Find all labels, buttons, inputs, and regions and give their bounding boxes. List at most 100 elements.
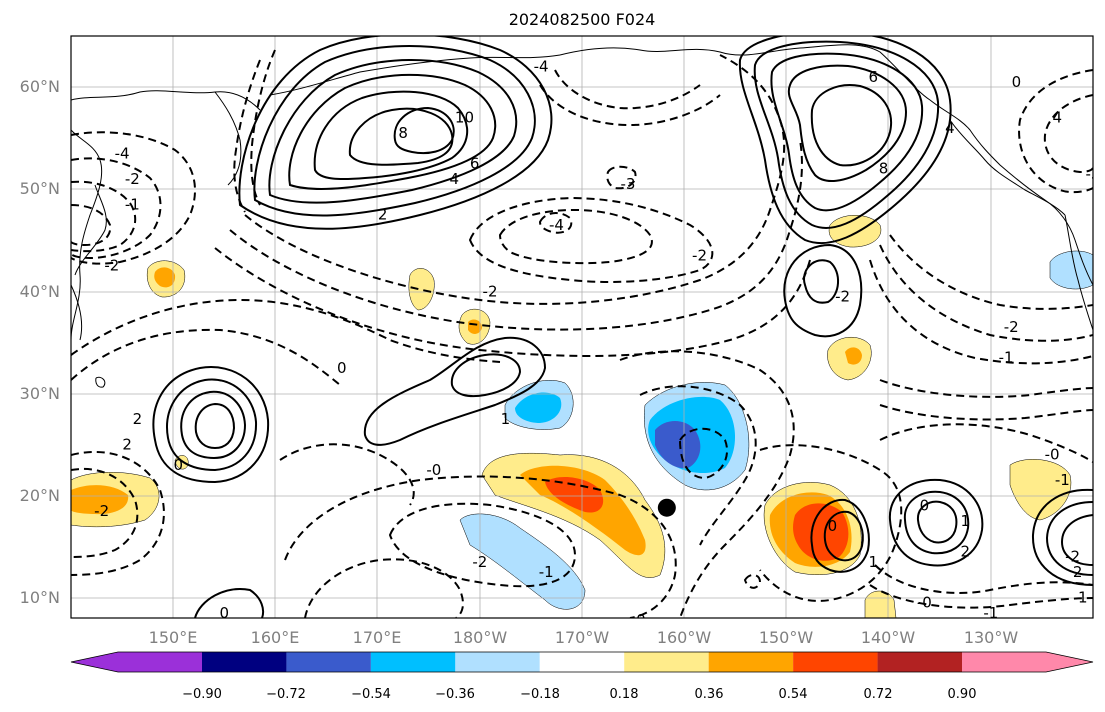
contour-neg-ne-2 xyxy=(869,259,1093,365)
contour-label: 0 xyxy=(174,456,184,474)
contour-neg-ne-3 xyxy=(889,234,1093,310)
contour-label: 2 xyxy=(133,410,143,428)
lat-tick-label: 50°N xyxy=(20,179,60,198)
contour-west-3 xyxy=(180,390,247,460)
contour-label: -2 xyxy=(835,287,850,305)
contour-label: -1 xyxy=(999,349,1014,367)
contour-label: 10 xyxy=(455,109,474,127)
contour-label: 8 xyxy=(398,124,408,142)
contour-label: 1 xyxy=(868,553,878,571)
contour-nw-high-7 xyxy=(393,106,455,155)
contour-label: -2 xyxy=(125,170,140,188)
contour-label: 6 xyxy=(470,155,480,173)
colorbar-tick-label: −0.54 xyxy=(351,687,391,702)
contour-label: -2 xyxy=(692,247,707,265)
colorbar-outline xyxy=(70,651,1094,673)
contour-neg-ne-4 xyxy=(1018,69,1093,194)
lat-tick-label: 20°N xyxy=(20,486,60,505)
lat-tick-label: 40°N xyxy=(20,282,60,301)
contour-neg-band-2 xyxy=(229,139,803,331)
contours-negative xyxy=(71,49,1093,618)
colorbar-bin xyxy=(962,652,1093,672)
lon-tick-label: 140°W xyxy=(861,628,916,647)
contour-neg-central-1 xyxy=(619,350,795,618)
lat-tick-label: 60°N xyxy=(20,77,60,96)
shade-positive-west-edge-mid xyxy=(71,485,129,515)
colorbar-bin xyxy=(539,652,625,672)
contour-neg-band-5 xyxy=(71,328,341,386)
colorbar-bin xyxy=(370,652,456,672)
contour-label: -1 xyxy=(125,195,140,213)
contour-label: 2 xyxy=(1073,563,1083,581)
colorbar-bin xyxy=(286,652,371,672)
contour-ne-high-2 xyxy=(753,40,940,229)
shade-negative-central-core xyxy=(655,421,701,469)
shade-negative-south xyxy=(459,513,586,610)
contour-far-east-1 xyxy=(888,478,984,567)
contour-label: 1 xyxy=(501,410,511,428)
contour-label: -2 xyxy=(1004,318,1019,336)
contour-label: -2 xyxy=(472,553,487,571)
contour-se-1 xyxy=(1031,488,1093,586)
contour-label: 1 xyxy=(1078,589,1088,607)
contour-neg-band-1 xyxy=(244,54,786,305)
contour-neg-se-4 xyxy=(869,584,1093,609)
contour-label: -3 xyxy=(621,175,636,193)
colorbar-bin xyxy=(793,652,878,672)
contour-label: -4 xyxy=(115,144,130,162)
shade-negative-midwest-mid xyxy=(515,392,562,423)
contour-label: 2 xyxy=(960,543,970,561)
contour-ne-high-5 xyxy=(810,84,893,167)
contour-label: 0 xyxy=(337,359,347,377)
shade-positive-mid xyxy=(408,268,435,311)
contour-neg-nw-3 xyxy=(71,180,137,253)
contour-label: 1 xyxy=(960,512,970,530)
contour-neg-ne-1 xyxy=(879,244,1093,342)
lon-tick-label: 170°E xyxy=(353,628,402,647)
contour-south-zero xyxy=(194,588,265,618)
shade-positive-nw-core xyxy=(154,267,176,288)
colorbar xyxy=(70,651,1094,673)
contour-neg-alaska-1 xyxy=(554,69,701,110)
contour-neg-se-2 xyxy=(879,423,1093,463)
shade-positive-far-east xyxy=(1009,459,1072,521)
colorbar-tick-label: −0.72 xyxy=(266,687,306,702)
contour-neg-inner-1 xyxy=(468,196,714,283)
contour-neg-sw-3 xyxy=(279,443,415,506)
contour-far-east-2 xyxy=(903,490,970,555)
contour-west-2 xyxy=(166,378,258,472)
contour-neg-alaska-2 xyxy=(539,84,721,127)
contour-nw-high-3 xyxy=(268,59,518,204)
contour-label: 2 xyxy=(122,435,132,453)
contour-neg-inner-2 xyxy=(498,208,653,265)
contour-ne-low-outer xyxy=(783,243,863,338)
map-area: 108642-4-3-4-2-2-4-2-1-268404-3-2-2-1012… xyxy=(71,36,1093,629)
contour-label: 0 xyxy=(1012,73,1022,91)
colorbar-tick-label: 0.36 xyxy=(695,687,724,702)
colorbar-bin xyxy=(455,652,540,672)
contour-neg-sw-2 xyxy=(71,468,139,558)
lat-tick-label: 10°N xyxy=(20,588,60,607)
contour-labels: 108642-4-3-4-2-2-4-2-1-268404-3-2-2-1012… xyxy=(94,58,1093,629)
contour-neg-nw-1 xyxy=(71,131,196,265)
contour-label: 0 xyxy=(828,517,838,535)
contour-label: 8 xyxy=(879,160,889,178)
contour-neg-sw-1 xyxy=(71,450,165,576)
contour-neg-east-2 xyxy=(879,404,1093,421)
contour-neg-inner-4 xyxy=(606,165,637,190)
colorbar-bin xyxy=(708,652,794,672)
contour-neg-band-3 xyxy=(214,247,811,357)
colorbar-tick-labels: −0.90 −0.72 −0.54 −0.36 −0.18 0.18 0.36 … xyxy=(182,687,976,702)
contour-se-3 xyxy=(1060,514,1093,566)
lon-tick-label: 170°W xyxy=(555,628,610,647)
shade-positive-central-core xyxy=(545,476,604,513)
map-title: 2024082500 F024 xyxy=(509,10,656,29)
colorbar-tick-label: 0.72 xyxy=(864,687,893,702)
contour-neg-central-2 xyxy=(639,385,757,546)
contour-label: -0 xyxy=(631,611,646,629)
colorbar-tick-label: −0.36 xyxy=(435,687,475,702)
contour-nw-high-5 xyxy=(313,90,469,180)
contour-far-east-3 xyxy=(916,500,958,544)
contour-nw-high-1 xyxy=(238,36,553,230)
